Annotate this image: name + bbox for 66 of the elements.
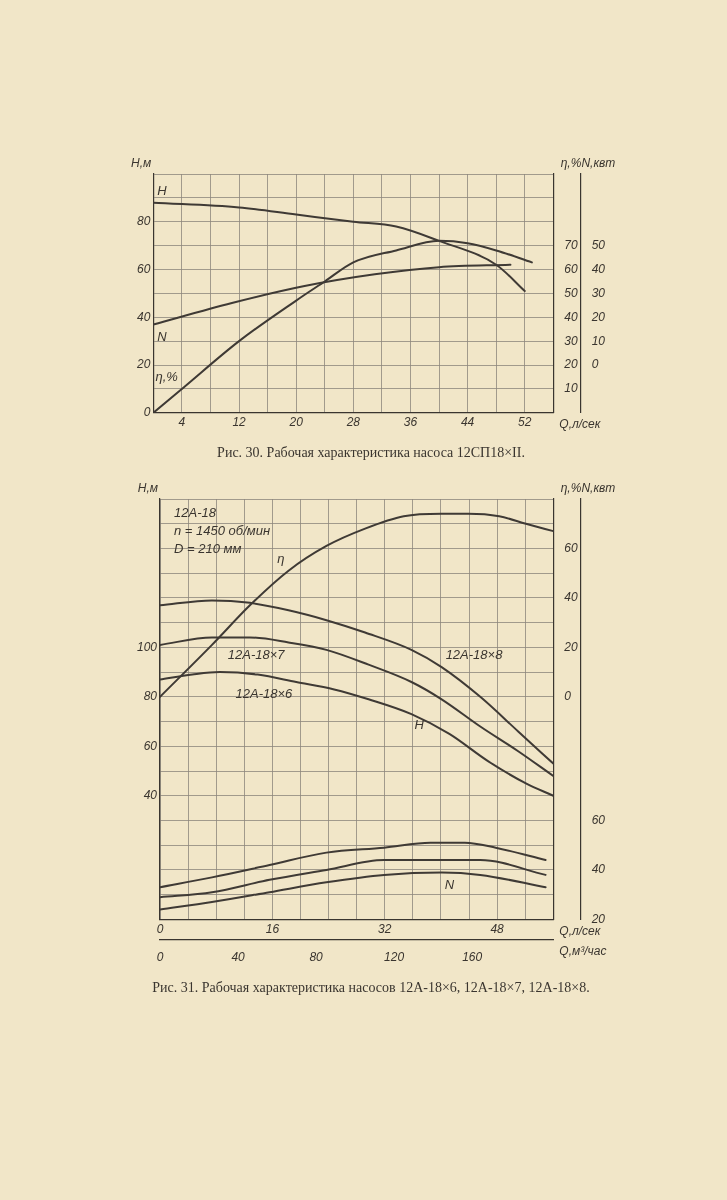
y2-tick-label: 70 (564, 237, 578, 252)
series-label: η,% (155, 369, 178, 385)
x-tick-label: 12 (232, 415, 247, 430)
y2-tick-label: 30 (564, 333, 578, 348)
x-axis-title: Q,л/сек (559, 923, 602, 938)
y3-tick-label: 20 (590, 309, 606, 324)
y2-tick-label: 60 (564, 540, 578, 555)
annotation: 12А-18 (174, 505, 217, 521)
y-axis-title: H,м (131, 156, 152, 171)
y2-axis-title: η,% (560, 156, 582, 171)
y3-axis-title: N,квт (581, 481, 616, 496)
series-label: η (277, 550, 285, 566)
y2-axis-title: η,% (560, 481, 582, 496)
x2-tick-label: 80 (309, 950, 324, 965)
y3-tick-label: 0 (591, 357, 599, 372)
y-axis-title: H,м (137, 481, 159, 496)
y2-tick-label: 0 (564, 689, 572, 704)
annotation: D = 210 мм (174, 541, 242, 557)
x2-tick-label: 40 (231, 950, 246, 965)
y3-tick-label: 40 (591, 862, 606, 877)
y2-tick-label: 10 (564, 381, 578, 396)
y-tick-label: 40 (143, 788, 158, 803)
y3-tick-label: 50 (591, 237, 606, 252)
y-tick-label: 80 (143, 689, 158, 704)
x-tick-label: 16 (265, 921, 280, 936)
series-label: 12А-18×7 (227, 646, 286, 662)
x2-tick-label: 160 (462, 950, 483, 965)
y3-tick-label: 40 (591, 261, 606, 276)
y-tick-label: 0 (143, 405, 151, 420)
series-label: 12А-18×8 (445, 647, 504, 663)
series-label: N (157, 328, 168, 344)
y-tick-label: 60 (136, 261, 151, 276)
y-tick-label: 40 (136, 309, 151, 324)
y2-tick-label: 40 (564, 590, 578, 605)
text: Рис. 31. Рабочая характеристика насосов 12А-18×6, 12А-18×7, 12А-18×8. (152, 980, 590, 996)
series-label: H (157, 182, 168, 198)
y2-tick-label: 20 (563, 357, 578, 372)
y3-tick-label: 60 (591, 812, 606, 827)
x-tick-label: 28 (345, 415, 361, 430)
annotation: N (444, 876, 455, 892)
series-label: 12А-18×6 (235, 686, 294, 702)
annotation: H (414, 717, 425, 733)
y-tick-label: 80 (136, 214, 151, 229)
y2-tick-label: 50 (564, 285, 578, 300)
y-tick-label: 100 (136, 639, 158, 654)
x-tick-label: 44 (460, 415, 475, 430)
y2-tick-label: 40 (564, 309, 578, 324)
y2-tick-label: 60 (564, 261, 578, 276)
x-tick-label: 20 (288, 415, 304, 430)
x-tick-label: 4 (178, 415, 186, 430)
y-tick-label: 20 (135, 357, 151, 372)
x2-tick-label: 120 (384, 950, 405, 965)
x-tick-label: 36 (403, 415, 418, 430)
text: Рис. 30. Рабочая характеристика насоса 12СП18×II. (217, 445, 525, 461)
y3-tick-label: 30 (591, 285, 606, 300)
x-tick-label: 48 (490, 921, 505, 936)
x-axis-title: Q,л/сек (559, 417, 602, 432)
x2-axis-title: Q,м³/час (559, 944, 607, 959)
y2-tick-label: 20 (563, 639, 578, 654)
y3-axis-title: N,квт (581, 156, 616, 171)
y3-tick-label: 10 (591, 333, 606, 348)
annotation: n = 1450 об/мин (174, 523, 271, 539)
y-tick-label: 60 (143, 738, 158, 753)
x-tick-label: 32 (378, 921, 392, 936)
x-tick-label: 52 (518, 415, 532, 430)
y3-tick-label: 20 (590, 911, 606, 926)
